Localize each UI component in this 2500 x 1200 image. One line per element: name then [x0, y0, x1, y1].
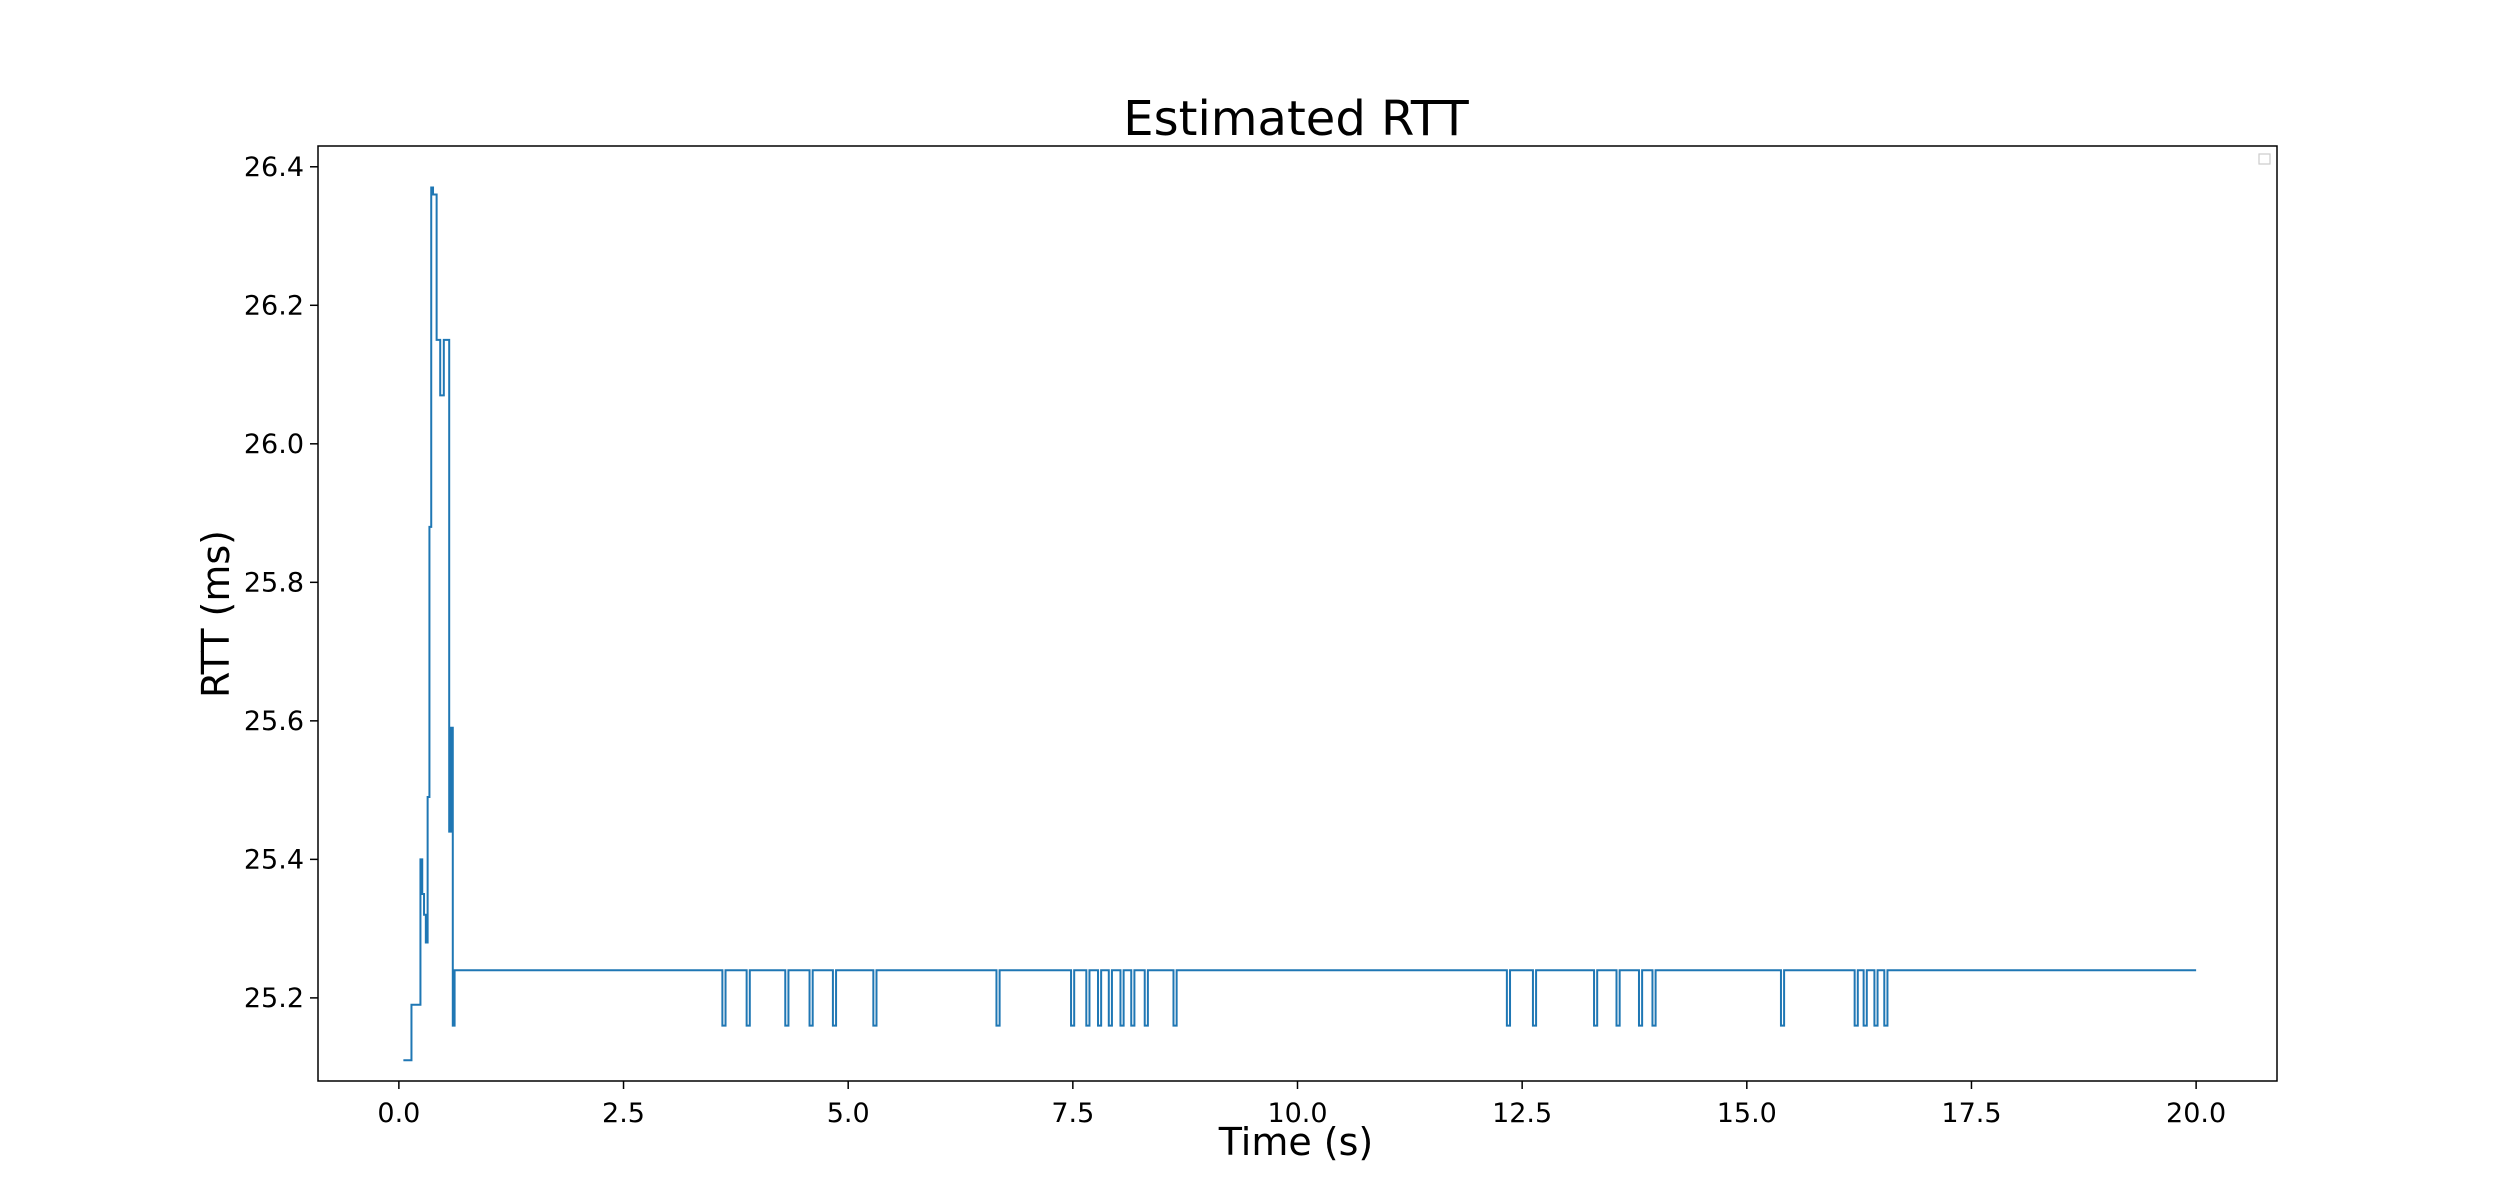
y-tick-label: 25.6 — [244, 706, 304, 737]
series-layer — [403, 186, 2197, 1062]
y-tick-label: 25.2 — [244, 983, 304, 1014]
x-tick-label: 0.0 — [377, 1098, 420, 1129]
legend-box — [2258, 153, 2271, 165]
y-axis: 25.2 25.4 25.6 25.8 26.0 26.2 26.4 — [244, 152, 318, 1014]
x-tick-label: 7.5 — [1051, 1098, 1094, 1129]
x-tick-label: 2.5 — [602, 1098, 645, 1129]
x-axis: 0.0 2.5 5.0 7.5 10.0 12.5 15.0 17.5 20.0 — [377, 1081, 2226, 1129]
x-axis-label: Time (s) — [1218, 1120, 1374, 1164]
chart-title: Estimated RTT — [1123, 91, 1469, 147]
x-tick-label: 12.5 — [1492, 1098, 1552, 1129]
x-tick-label: 15.0 — [1717, 1098, 1777, 1129]
y-tick-label: 26.4 — [244, 152, 304, 183]
x-tick-label: 17.5 — [1941, 1098, 2001, 1129]
rtt-series-line — [403, 186, 2197, 1062]
y-tick-label: 26.2 — [244, 290, 304, 321]
x-tick-label: 5.0 — [827, 1098, 870, 1129]
x-tick-label: 10.0 — [1267, 1098, 1327, 1129]
y-axis-label: RTT (ms) — [194, 530, 238, 698]
y-tick-label: 25.4 — [244, 844, 304, 875]
y-tick-label: 26.0 — [244, 429, 304, 460]
x-tick-label: 20.0 — [2166, 1098, 2226, 1129]
y-tick-label: 25.8 — [244, 567, 304, 598]
